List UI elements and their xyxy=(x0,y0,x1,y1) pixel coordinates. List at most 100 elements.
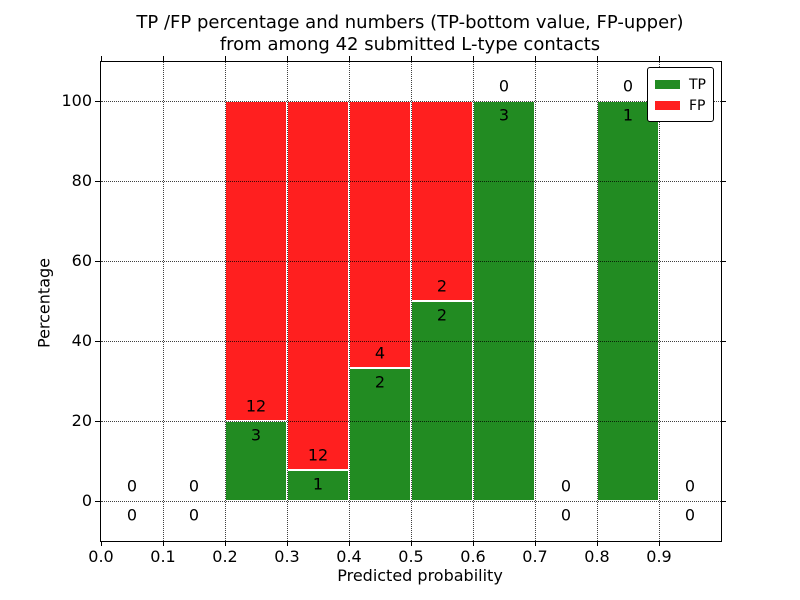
y-tick-label: 40 xyxy=(71,331,92,350)
tp-count-label: 3 xyxy=(498,105,510,125)
x-gridline xyxy=(286,62,288,541)
x-tick-label: 0.1 xyxy=(150,547,176,566)
x-tick xyxy=(410,541,412,546)
x-tick xyxy=(286,541,288,546)
y-tick xyxy=(95,340,100,342)
legend-row-fp: FP xyxy=(655,95,706,116)
tp-count-label: 1 xyxy=(622,105,634,125)
fp-count-label: 12 xyxy=(245,396,267,416)
fp-count-label: 0 xyxy=(622,76,634,96)
x-tick xyxy=(162,541,164,546)
x-tick-label: 0.4 xyxy=(336,547,362,566)
y-tick-right xyxy=(721,500,726,502)
tp-count-label: 0 xyxy=(560,505,572,525)
x-tick-label: 0.2 xyxy=(212,547,238,566)
fp-count-label: 4 xyxy=(374,343,386,363)
fp-count-label: 0 xyxy=(188,476,200,496)
bars-layer xyxy=(101,62,721,541)
bar-segment-fp xyxy=(411,101,473,301)
y-tick-right xyxy=(721,340,726,342)
y-tick xyxy=(95,100,100,102)
bar-segment-tp xyxy=(597,101,659,501)
bar-segment-tp xyxy=(473,101,535,501)
x-tick-label: 0.8 xyxy=(584,547,610,566)
chart-title-line1: TP /FP percentage and numbers (TP-bottom… xyxy=(136,12,684,33)
x-tick-top xyxy=(100,56,102,61)
ticks-layer xyxy=(95,56,726,546)
tp-count-label: 1 xyxy=(312,474,324,494)
legend-label-fp: FP xyxy=(689,97,706,114)
y-tick xyxy=(95,500,100,502)
x-tick-top xyxy=(472,56,474,61)
fp-count-label: 12 xyxy=(307,445,329,465)
fp-count-label: 0 xyxy=(684,476,696,496)
x-gridline xyxy=(472,62,474,541)
tp-count-label: 0 xyxy=(684,505,696,525)
x-tick xyxy=(658,541,660,546)
chart-title: TP /FP percentage and numbers (TP-bottom… xyxy=(90,12,730,56)
y-tick-label: 20 xyxy=(71,411,92,430)
legend-label-tp: TP xyxy=(689,76,706,93)
x-gridline xyxy=(162,62,164,541)
x-tick xyxy=(472,541,474,546)
x-tick-top xyxy=(348,56,350,61)
fp-count-label: 0 xyxy=(126,476,138,496)
x-tick-top xyxy=(410,56,412,61)
y-tick xyxy=(95,180,100,182)
plot-area: 0 0 0 0 12 3 12 1 4 2 2 2 0 3 0 0 0 1 0 0 TP FP 0 20 40 60 80 100… xyxy=(61,56,726,566)
grid-layer xyxy=(101,62,721,541)
y-tick xyxy=(95,260,100,262)
x-tick-top xyxy=(596,56,598,61)
x-tick-label: 0.3 xyxy=(274,547,300,566)
tp-count-label: 2 xyxy=(436,305,448,325)
bar-segment-tp xyxy=(225,421,287,501)
x-tick-top xyxy=(162,56,164,61)
y-tick-right xyxy=(721,260,726,262)
x-tick-top xyxy=(658,56,660,61)
x-tick-top xyxy=(534,56,536,61)
count-labels-layer: 0 0 0 0 12 3 12 1 4 2 2 2 0 3 0 0 0 1 0 0 xyxy=(101,62,721,541)
x-tick xyxy=(100,541,102,546)
x-gridline xyxy=(534,62,536,541)
fp-count-label: 0 xyxy=(498,76,510,96)
tp-count-label: 0 xyxy=(188,505,200,525)
tp-count-label: 0 xyxy=(126,505,138,525)
x-gridline xyxy=(410,62,412,541)
x-tick-label: 0.7 xyxy=(522,547,548,566)
y-tick xyxy=(95,420,100,422)
x-axis-label: Predicted probability xyxy=(337,566,503,585)
legend: TP FP xyxy=(647,67,714,122)
y-tick-right xyxy=(721,420,726,422)
x-tick-label: 0.9 xyxy=(646,547,672,566)
x-tick-top xyxy=(224,56,226,61)
fp-count-label: 2 xyxy=(436,276,448,296)
x-gridline xyxy=(596,62,598,541)
x-tick-label: 0.0 xyxy=(88,547,114,566)
x-tick-label: 0.5 xyxy=(398,547,424,566)
bar-segment-tp xyxy=(411,301,473,501)
legend-row-tp: TP xyxy=(655,74,706,95)
x-tick xyxy=(224,541,226,546)
fp-count-label: 0 xyxy=(560,476,572,496)
y-tick-label: 60 xyxy=(71,251,92,270)
bar-segment-fp xyxy=(349,101,411,368)
tp-count-label: 3 xyxy=(250,425,262,445)
x-gridline xyxy=(224,62,226,541)
x-tick xyxy=(348,541,350,546)
y-tick-right xyxy=(721,100,726,102)
y-tick-label: 100 xyxy=(61,91,92,110)
legend-swatch-tp xyxy=(655,80,680,89)
x-tick-top xyxy=(286,56,288,61)
y-tick-label: 80 xyxy=(71,171,92,190)
y-tick-label: 0 xyxy=(81,491,92,510)
x-tick xyxy=(534,541,536,546)
y-tick-right xyxy=(721,180,726,182)
tp-count-label: 2 xyxy=(374,372,386,392)
bar-segment-tp xyxy=(287,470,349,501)
x-gridline xyxy=(658,62,660,541)
y-axis-label: Percentage xyxy=(34,257,54,349)
chart-title-line2: from among 42 submitted L-type contacts xyxy=(219,34,601,55)
x-tick xyxy=(596,541,598,546)
x-gridline xyxy=(348,62,350,541)
